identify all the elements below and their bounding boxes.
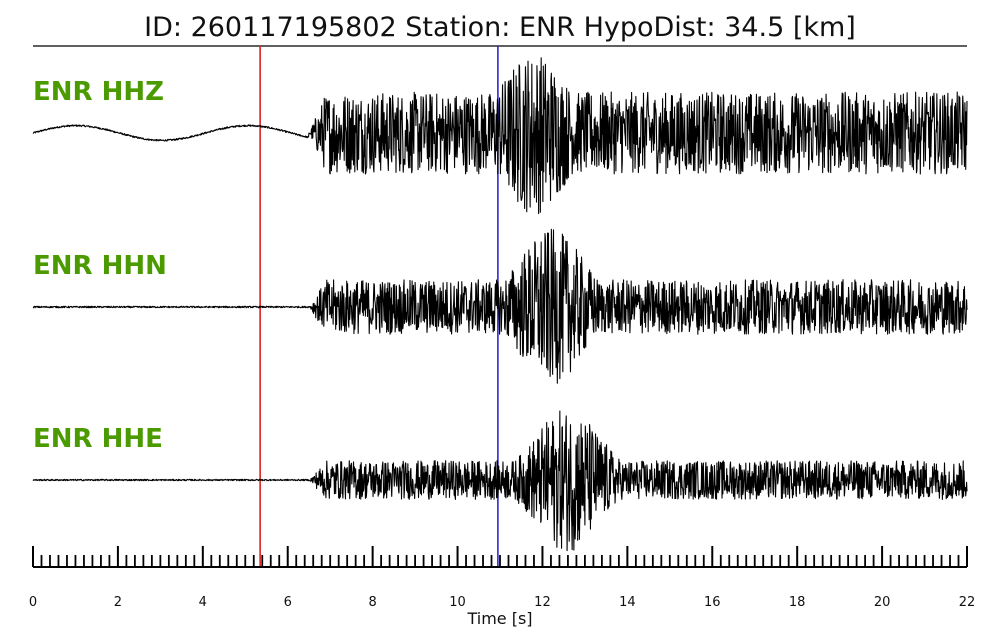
trace-enr-hhz — [32, 57, 968, 215]
channel-label-enr-hhn: ENR HHN — [33, 251, 167, 281]
x-tick-label: 12 — [534, 595, 551, 610]
x-tick-label: 14 — [619, 595, 636, 610]
x-axis-label: Time [s] — [466, 609, 532, 628]
x-tick-label: 16 — [704, 595, 721, 610]
x-tick-label: 6 — [284, 595, 292, 610]
time-axis-ticks — [32, 546, 968, 567]
channel-label-enr-hhe: ENR HHE — [33, 424, 163, 454]
channel-labels: ENR HHZ ENR HHN ENR HHE — [33, 77, 167, 454]
x-tick-label: 18 — [789, 595, 806, 610]
x-tick-label: 22 — [959, 595, 976, 610]
x-tick-label: 4 — [199, 595, 207, 610]
time-axis-tick-labels: 0 2 4 6 8 10 12 14 16 18 20 22 — [29, 595, 975, 610]
x-tick-label: 10 — [449, 595, 466, 610]
trace-enr-hhe — [32, 410, 968, 552]
channel-label-enr-hhz: ENR HHZ — [33, 77, 164, 107]
time-axis: 0 2 4 6 8 10 12 14 16 18 20 22 — [29, 546, 975, 610]
x-tick-label: 20 — [874, 595, 891, 610]
trace-enr-hhn — [32, 228, 968, 384]
x-tick-label: 0 — [29, 595, 37, 610]
x-tick-label: 2 — [114, 595, 122, 610]
plot-title: ID: 260117195802 Station: ENR HypoDist: … — [144, 12, 856, 43]
x-tick-label: 8 — [368, 595, 376, 610]
waveform-traces — [32, 57, 968, 552]
